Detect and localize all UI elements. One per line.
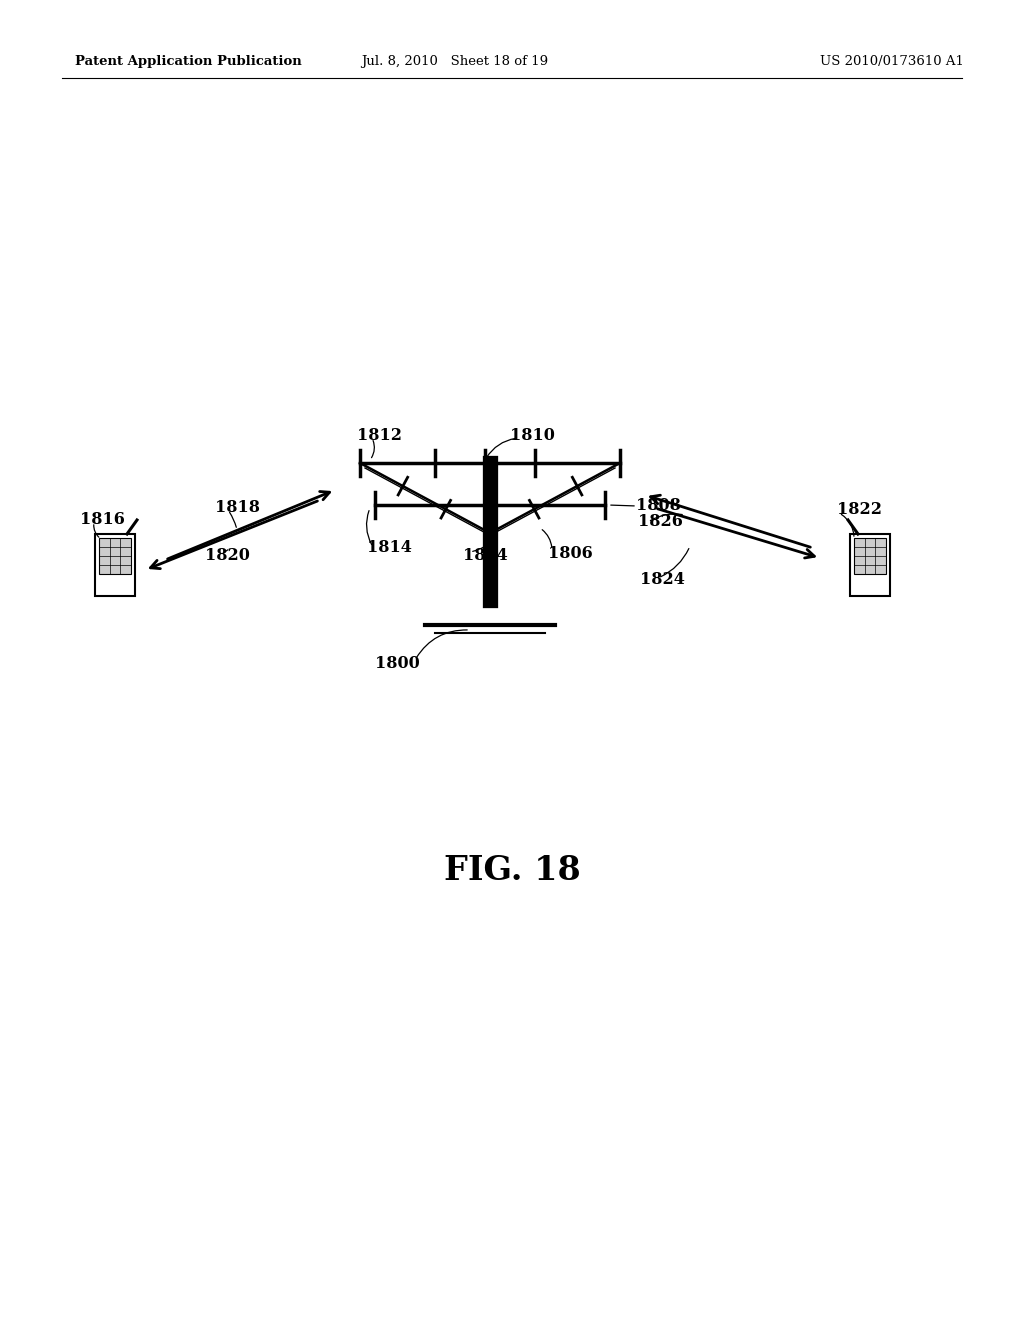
Bar: [854, 539, 886, 574]
Text: 1822: 1822: [837, 502, 882, 519]
Text: Jul. 8, 2010   Sheet 18 of 19: Jul. 8, 2010 Sheet 18 of 19: [361, 55, 549, 69]
Bar: [99, 539, 131, 574]
Text: 1808: 1808: [636, 496, 681, 513]
Text: 1812: 1812: [357, 426, 402, 444]
Text: 1814: 1814: [367, 539, 412, 556]
Text: 1826: 1826: [638, 513, 683, 531]
Text: 1804: 1804: [463, 546, 508, 564]
Text: 1818: 1818: [215, 499, 260, 516]
Text: 1800: 1800: [375, 655, 420, 672]
Text: 1810: 1810: [510, 426, 555, 444]
Bar: [850, 535, 890, 597]
Text: 1824: 1824: [640, 572, 685, 589]
Text: 1816: 1816: [80, 511, 125, 528]
Text: US 2010/0173610 A1: US 2010/0173610 A1: [820, 55, 964, 69]
Bar: [95, 535, 135, 597]
Text: 1820: 1820: [205, 546, 250, 564]
Text: Patent Application Publication: Patent Application Publication: [75, 55, 302, 69]
Text: FIG. 18: FIG. 18: [443, 854, 581, 887]
Text: 1806: 1806: [548, 544, 593, 561]
